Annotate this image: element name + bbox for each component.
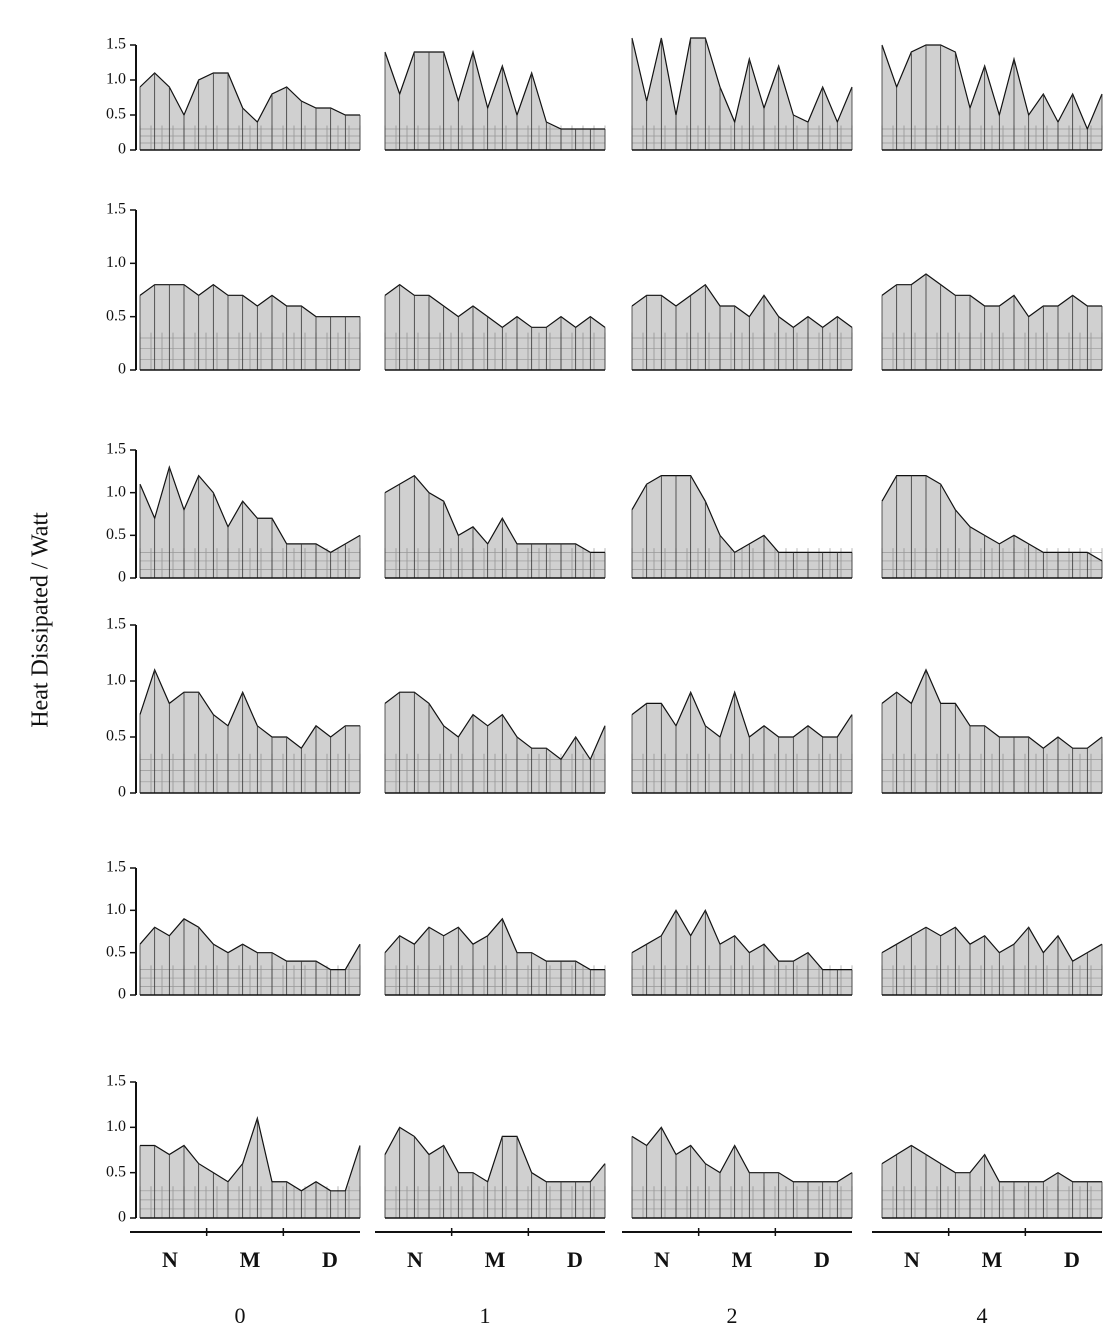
- y-tick-label: 0: [118, 141, 126, 158]
- heat-area: [882, 475, 1102, 578]
- y-tick-label: 0.5: [106, 307, 126, 324]
- heat-trace: [881, 668, 1103, 749]
- y-tick-label: 0: [118, 1209, 126, 1226]
- y-tick-label: 0: [118, 361, 126, 378]
- x-label: D: [567, 1247, 583, 1272]
- heat-area: [385, 918, 605, 995]
- heat-area: [140, 467, 360, 578]
- heat-trace: [881, 926, 1103, 962]
- heat-trace: [384, 917, 605, 971]
- y-tick-label: 0: [118, 986, 126, 1003]
- y-tick-label: 1.0: [106, 901, 126, 918]
- x-label: M: [732, 1247, 753, 1272]
- y-tick-label: 0: [118, 784, 126, 801]
- column-label: 4: [977, 1303, 988, 1328]
- y-tick-label: 0.5: [106, 526, 126, 543]
- heat-area: [385, 284, 605, 370]
- heat-area: [140, 669, 360, 793]
- heat-area: [632, 910, 852, 995]
- y-tick-label: 1.5: [106, 36, 126, 53]
- heat-area: [632, 38, 852, 150]
- column-label: 2: [727, 1303, 738, 1328]
- heat-area: [385, 692, 605, 793]
- heat-trace: [139, 668, 360, 750]
- x-label: M: [240, 1247, 261, 1272]
- heat-area: [140, 1118, 360, 1218]
- y-tick-label: 1.5: [106, 1073, 126, 1090]
- x-label: N: [162, 1247, 178, 1272]
- heat-trace: [881, 44, 1103, 131]
- heat-trace: [140, 1116, 361, 1192]
- heat-trace: [139, 72, 360, 123]
- x-label: M: [485, 1247, 506, 1272]
- heat-area: [882, 274, 1102, 370]
- heat-trace: [384, 1126, 606, 1183]
- x-label: N: [407, 1247, 423, 1272]
- heat-area: [385, 1127, 605, 1218]
- heat-trace: [384, 691, 606, 761]
- heat-area: [385, 475, 605, 578]
- column-label: 0: [235, 1303, 246, 1328]
- x-label: D: [1064, 1247, 1080, 1272]
- y-tick-label: 1.5: [106, 859, 126, 876]
- heat-trace: [881, 273, 1102, 318]
- heat-trace: [631, 475, 852, 554]
- y-tick-label: 0.5: [106, 728, 126, 745]
- heat-area: [632, 692, 852, 793]
- heat-area: [882, 927, 1102, 995]
- x-label: N: [904, 1247, 920, 1272]
- heat-trace: [631, 909, 852, 971]
- y-tick-label: 0.5: [106, 106, 126, 123]
- heat-area: [140, 918, 360, 995]
- heat-area: [882, 45, 1102, 150]
- heat-area: [632, 1127, 852, 1218]
- x-label: D: [814, 1247, 830, 1272]
- heat-trace: [139, 465, 361, 554]
- heat-trace: [631, 283, 853, 329]
- heat-trace: [631, 690, 853, 738]
- heat-area: [882, 1145, 1102, 1218]
- y-tick-label: 1.0: [106, 254, 126, 271]
- heat-trace: [631, 37, 853, 124]
- y-tick-label: 1.5: [106, 201, 126, 218]
- heat-trace: [384, 49, 605, 130]
- y-tick-label: 1.0: [106, 71, 126, 88]
- heat-trace: [139, 283, 360, 318]
- heat-area: [385, 52, 605, 150]
- heat-trace: [384, 283, 606, 329]
- y-tick-label: 1.5: [106, 441, 126, 458]
- y-tick-label: 0: [118, 569, 126, 586]
- y-tick-label: 1.0: [106, 1118, 126, 1135]
- y-axis-label: Heat Dissipated / Watt: [28, 512, 54, 728]
- y-tick-label: 1.5: [106, 616, 126, 633]
- x-label: D: [322, 1247, 338, 1272]
- column-label: 1: [480, 1303, 491, 1328]
- heat-trace: [384, 474, 605, 553]
- x-label: M: [982, 1247, 1003, 1272]
- heat-area: [632, 475, 852, 578]
- y-tick-label: 1.0: [106, 483, 126, 500]
- heat-trace: [881, 475, 1103, 562]
- y-tick-label: 0.5: [106, 1163, 126, 1180]
- y-tick-label: 0.5: [106, 943, 126, 960]
- y-tick-label: 1.0: [106, 672, 126, 689]
- x-label: N: [654, 1247, 670, 1272]
- heat-trace: [139, 918, 361, 971]
- heat-trace: [881, 1144, 1102, 1183]
- heat-area: [632, 284, 852, 370]
- heat-area: [140, 284, 360, 370]
- heat-trace: [631, 1126, 853, 1183]
- heat-area: [140, 73, 360, 150]
